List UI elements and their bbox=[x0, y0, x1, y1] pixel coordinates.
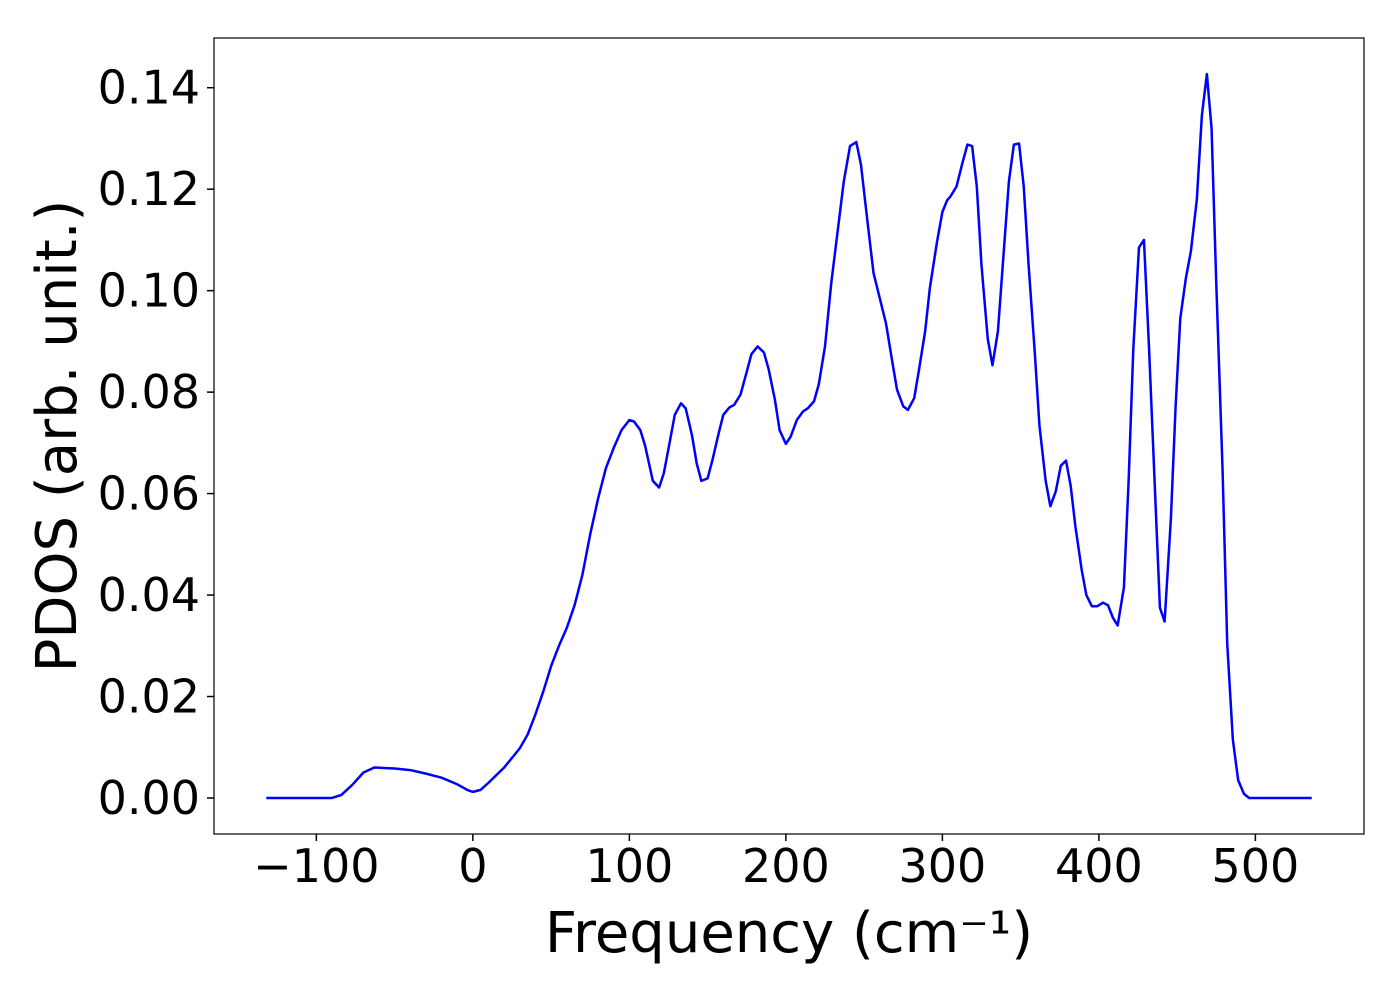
x-axis-label: Frequency (cm⁻¹) bbox=[545, 901, 1033, 966]
y-tick-label: 0.12 bbox=[98, 162, 200, 216]
plot-frame bbox=[213, 37, 1365, 835]
x-tick-label: −100 bbox=[253, 839, 379, 893]
y-tick-label: 0.06 bbox=[98, 467, 200, 521]
x-tick-label: 100 bbox=[585, 839, 673, 893]
y-tick-label: 0.10 bbox=[98, 264, 200, 318]
y-axis-label: PDOS (arb. unit.) bbox=[25, 200, 90, 673]
y-tick-label: 0.14 bbox=[98, 61, 200, 115]
x-tick-label: 400 bbox=[1055, 839, 1143, 893]
x-tick-label: 500 bbox=[1211, 839, 1299, 893]
y-tick-label: 0.04 bbox=[98, 568, 200, 622]
line-series bbox=[266, 72, 1312, 800]
x-tick-label: 300 bbox=[898, 839, 986, 893]
y-tick-label: 0.02 bbox=[98, 670, 200, 724]
y-tick-label: 0.08 bbox=[98, 365, 200, 419]
x-tick-label: 200 bbox=[742, 839, 830, 893]
x-tick-label: 0 bbox=[458, 839, 487, 893]
y-tick-label: 0.00 bbox=[98, 771, 200, 825]
